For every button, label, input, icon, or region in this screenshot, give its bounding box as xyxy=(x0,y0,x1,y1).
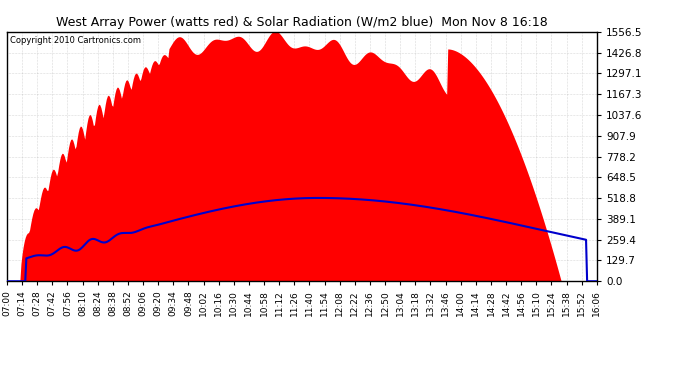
Text: Copyright 2010 Cartronics.com: Copyright 2010 Cartronics.com xyxy=(10,36,141,45)
Title: West Array Power (watts red) & Solar Radiation (W/m2 blue)  Mon Nov 8 16:18: West Array Power (watts red) & Solar Rad… xyxy=(56,16,548,29)
